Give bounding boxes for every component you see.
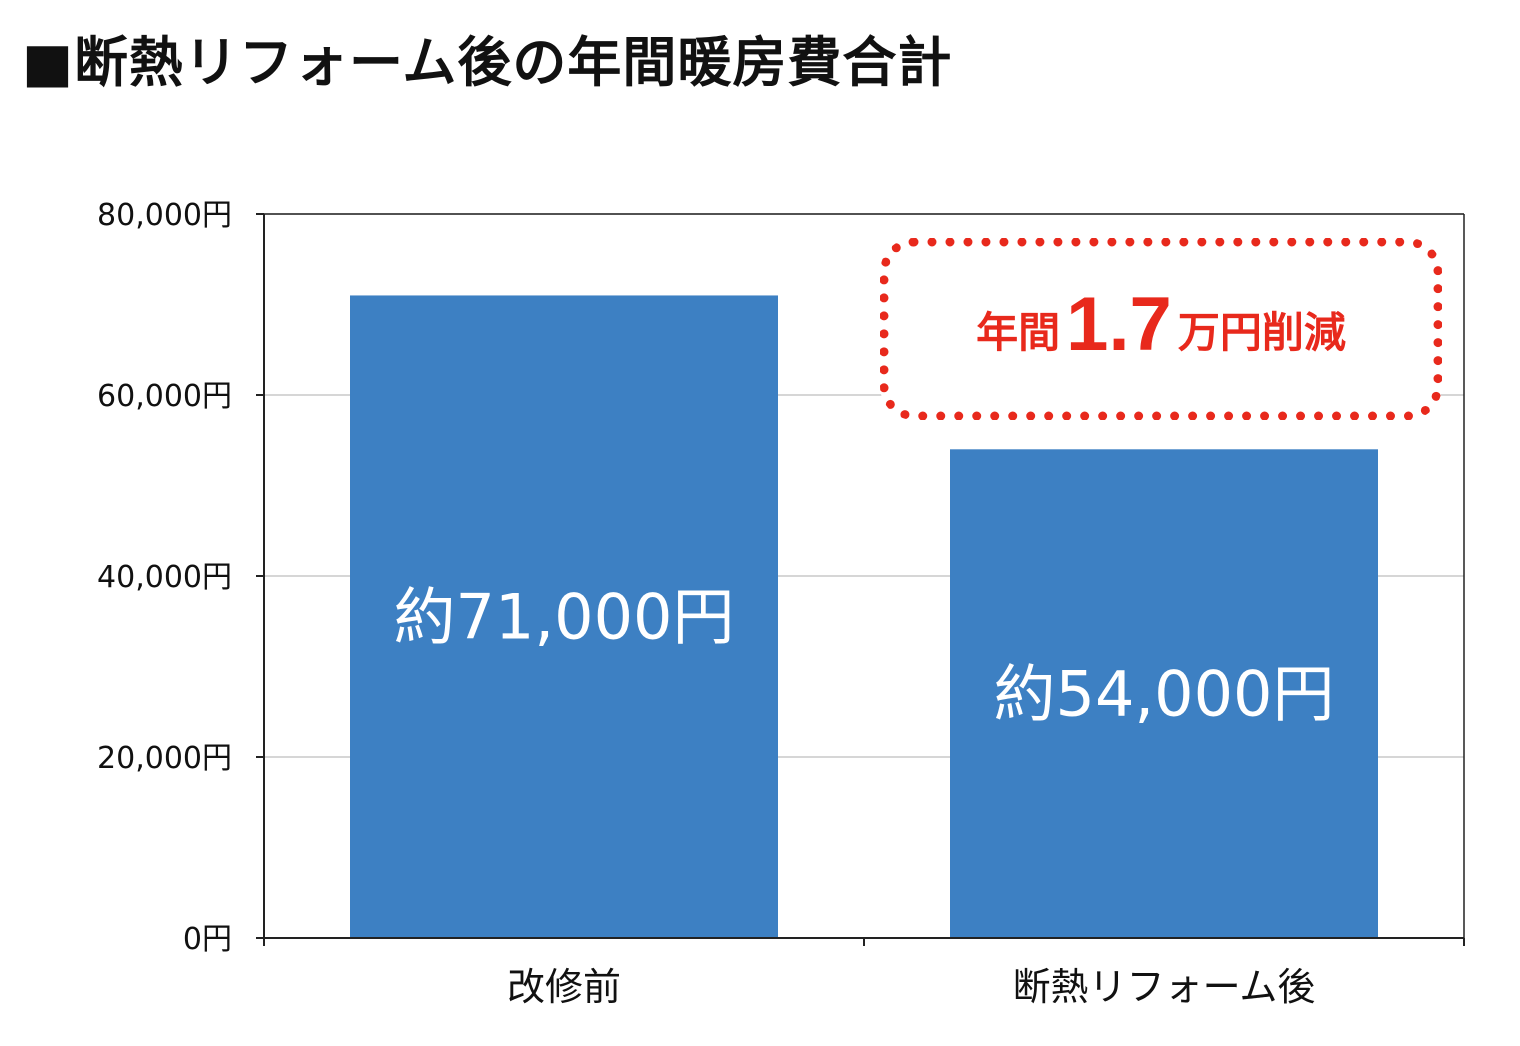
y-tick-labels: 0円 20,000円 40,000円 60,000円 80,000円 [97,198,232,957]
category-labels: 改修前 断熱リフォーム後 [507,965,1315,1009]
callout-suffix: 万円削減 [1177,307,1346,357]
y-tick-label: 40,000円 [97,560,232,595]
bar [950,449,1378,938]
y-tick-label: 0円 [183,922,232,957]
bar [350,295,778,938]
callout-prefix: 年間 [976,307,1061,357]
category-label: 断熱リフォーム後 [1013,965,1316,1009]
y-tick-label: 20,000円 [97,741,232,776]
y-tick-label: 60,000円 [97,379,232,414]
category-label: 改修前 [507,965,621,1009]
data-label: 約54,000円 [994,658,1335,731]
data-label: 約71,000円 [394,581,735,654]
y-tick-label: 80,000円 [97,198,232,233]
savings-callout: 年間 1.7 万円削減 [880,238,1442,420]
bars [350,295,1378,938]
callout-number: 1.7 [1066,281,1172,367]
axes [256,213,1465,946]
chart-title: ■断熱リフォーム後の年間暖房費合計 [22,31,953,94]
